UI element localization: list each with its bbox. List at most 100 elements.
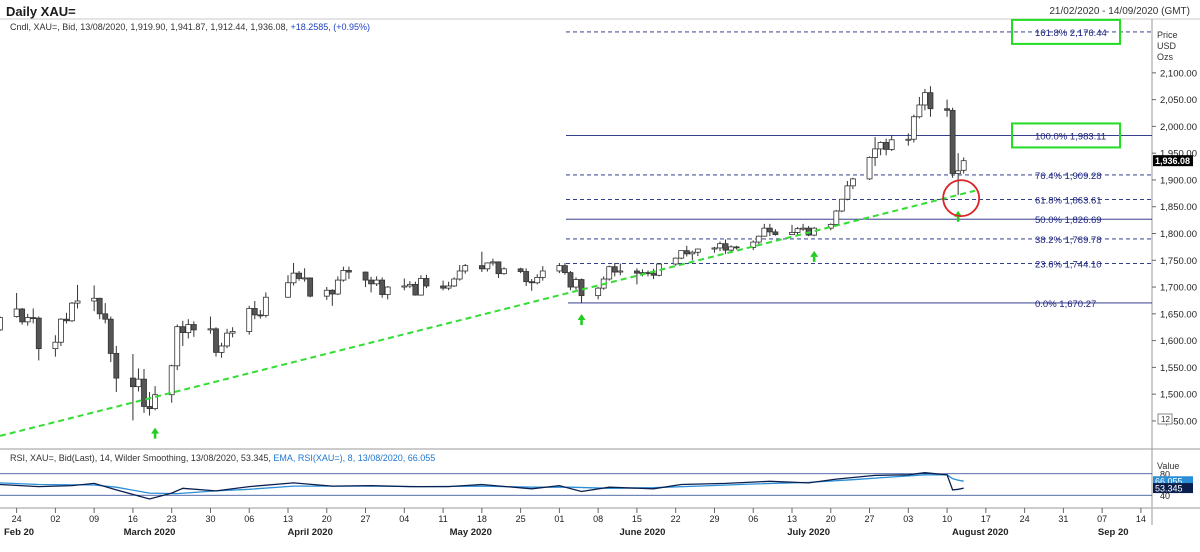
candle-up xyxy=(910,116,917,140)
candle-down xyxy=(102,313,109,320)
candle-up xyxy=(922,92,928,106)
candle-up xyxy=(445,285,452,289)
candle-up xyxy=(606,266,613,280)
arrow-head xyxy=(810,250,819,257)
rsi-line xyxy=(0,472,964,500)
price-tick-label: 2,050.00 xyxy=(1160,95,1197,106)
candle-down xyxy=(362,271,369,281)
time-tick-label: 11 xyxy=(438,514,447,524)
candle-down xyxy=(141,378,147,407)
candle-up xyxy=(58,318,64,343)
price-legend-change: +18.2585, (+0.95%) xyxy=(290,22,371,32)
candle-down xyxy=(944,108,950,111)
highlight-circle xyxy=(942,179,981,218)
month-label: May 2020 xyxy=(450,527,492,538)
time-tick-label: 16 xyxy=(128,514,138,524)
annotations xyxy=(0,179,981,439)
candle-up xyxy=(827,223,834,229)
rsi-ema-tag: 66.055 xyxy=(1153,476,1193,487)
candle-up xyxy=(955,170,962,174)
candle-up xyxy=(229,331,236,334)
month-label: June 2020 xyxy=(619,527,665,538)
price-tick-label: 1,850.00 xyxy=(1160,202,1197,213)
rsi-legend-main: RSI, XAU=, Bid(Last), 14, Wilder Smoothi… xyxy=(10,453,271,463)
candle-up xyxy=(13,308,20,317)
candle-up xyxy=(556,265,563,272)
candle-down xyxy=(478,265,485,270)
candle-up xyxy=(406,283,413,287)
candle-up xyxy=(185,324,192,333)
candle-down xyxy=(528,281,535,284)
time-tick-label: 31 xyxy=(1058,514,1068,524)
candle-up xyxy=(91,297,98,302)
candle-up xyxy=(573,279,579,288)
time-tick-label: 07 xyxy=(1097,514,1107,524)
price-tick-label: 1,550.00 xyxy=(1160,363,1197,374)
candle-down xyxy=(257,314,264,317)
time-tick-label: 13 xyxy=(787,514,797,524)
arrow-shaft xyxy=(956,216,960,222)
candle-down xyxy=(523,271,530,283)
candle-up xyxy=(384,286,391,295)
panel-corner-box: 12 xyxy=(1157,413,1173,425)
fib-level-label: 161.8% 2,176.44 xyxy=(1035,28,1107,39)
candle-down xyxy=(35,317,42,350)
candle-up xyxy=(74,300,81,304)
candle-up xyxy=(850,178,856,187)
support-arrow xyxy=(151,427,160,439)
candle-down xyxy=(296,272,302,279)
rsi-panel: 80 40 xyxy=(0,469,1170,501)
time-tick-label: 10 xyxy=(942,514,952,524)
rsi-legend-ema: EMA, RSI(XAU=), 8, 13/08/2020, 66.055 xyxy=(273,453,436,463)
candle-down xyxy=(733,246,740,249)
time-tick-label: 15 xyxy=(632,514,642,524)
time-tick-label: 30 xyxy=(205,514,215,524)
candle-up xyxy=(866,157,873,180)
candle-down xyxy=(107,318,114,354)
candle-up xyxy=(888,139,895,150)
candle-down xyxy=(379,279,386,295)
candle-up xyxy=(811,227,818,236)
price-tick-label: 1,800.00 xyxy=(1160,229,1197,240)
candle-down xyxy=(949,109,956,174)
weight-unit-label: Ozs xyxy=(1157,52,1174,62)
time-tick-label: 23 xyxy=(167,514,177,524)
arrow-shaft xyxy=(580,320,583,326)
price-tick-label: 1,450.00 xyxy=(1160,416,1197,427)
price-tick-label: 1,750.00 xyxy=(1160,256,1197,267)
candle-down xyxy=(927,92,934,110)
candle-up xyxy=(872,148,878,158)
candle-up xyxy=(539,270,546,278)
candle-up xyxy=(833,210,840,225)
candle-down xyxy=(213,328,219,353)
fib-highlight-box xyxy=(1011,18,1121,45)
candle-down xyxy=(423,278,430,287)
candle-up xyxy=(617,270,624,273)
candle-up xyxy=(960,160,967,171)
time-axis: 24 02 09 16 23 30 06 13 20 27 04 11 18 25 01 08 15 22 29 06… xyxy=(4,508,1146,538)
date-range: 21/02/2020 - 14/09/2020 (GMT) xyxy=(1049,6,1190,17)
candle-down xyxy=(368,279,374,285)
candle-down xyxy=(30,317,37,319)
candle-up xyxy=(262,296,269,316)
rsi-last-tag: 53.345 xyxy=(1153,483,1193,494)
candle-up xyxy=(152,394,158,410)
candle-up xyxy=(218,345,225,353)
candle-up xyxy=(877,142,884,150)
candle-down xyxy=(63,318,70,322)
candle-up xyxy=(207,328,214,331)
candle-up xyxy=(711,247,718,250)
fib-level-label: 38.2% 1,789.78 xyxy=(1035,235,1102,246)
fib-level-label: 0.0% 1,670.27 xyxy=(1035,299,1096,310)
rsi-ema-last-label: 66.055 xyxy=(1155,477,1183,487)
candle-down xyxy=(722,243,729,251)
candle-up xyxy=(916,104,923,118)
price-legend: Cndl, XAU=, Bid, 13/08/2020, 1,919.90, 1… xyxy=(10,22,370,32)
last-price-label: 1,936.08 xyxy=(1155,156,1190,166)
price-tick-label: 2,000.00 xyxy=(1160,122,1197,133)
candle-up xyxy=(534,277,541,284)
candle-down xyxy=(307,277,314,297)
time-tick-label: 17 xyxy=(981,514,991,524)
candle-up xyxy=(373,279,380,285)
